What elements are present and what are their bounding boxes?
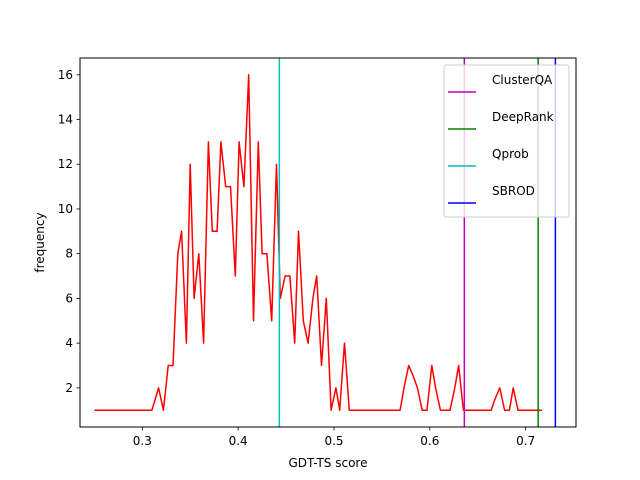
legend-label-deeprank: DeepRank [492, 110, 554, 124]
x-axis-label: GDT-TS score [288, 456, 367, 470]
y-tick-label: 16 [58, 68, 73, 82]
y-tick-label: 12 [58, 157, 73, 171]
x-tick-label: 0.3 [133, 434, 152, 448]
y-tick-label: 14 [58, 113, 73, 127]
legend-label-sbrod: SBROD [492, 184, 535, 198]
legend: ClusterQA DeepRank Qprob SBROD [443, 64, 570, 218]
x-tick-label: 0.7 [516, 434, 535, 448]
x-tick-label: 0.4 [229, 434, 248, 448]
y-axis-ticks: 2 4 6 8 10 12 14 16 [58, 68, 80, 395]
y-axis-label: frequency [33, 212, 47, 272]
y-tick-label: 4 [65, 336, 73, 350]
y-tick-label: 6 [65, 291, 73, 305]
series-line-0 [94, 74, 542, 411]
y-tick-label: 10 [58, 202, 73, 216]
y-tick-label: 8 [65, 247, 73, 261]
legend-box [443, 64, 570, 218]
y-tick-label: 2 [65, 381, 73, 395]
legend-label-clusterqa: ClusterQA [492, 73, 553, 87]
x-axis-ticks: 0.3 0.4 0.5 0.6 0.7 [133, 427, 535, 448]
legend-label-qprob: Qprob [492, 147, 529, 161]
x-tick-label: 0.6 [420, 434, 439, 448]
x-tick-label: 0.5 [324, 434, 343, 448]
axes-frame [79, 57, 577, 428]
